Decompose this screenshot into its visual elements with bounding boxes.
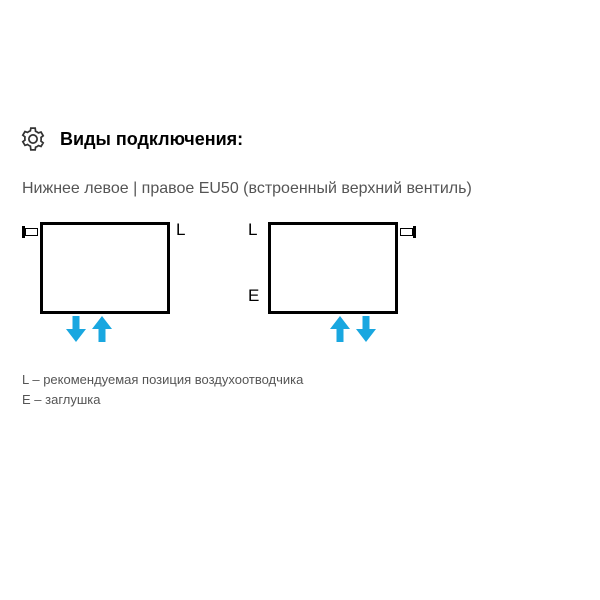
header-row: Виды подключения:: [20, 126, 580, 152]
diagram-right: LE: [244, 216, 422, 356]
gear-icon: [20, 126, 46, 152]
flow-arrow-up-icon: [92, 316, 112, 342]
flow-arrow-down-icon: [356, 316, 376, 342]
valve-icon: [22, 226, 38, 238]
subtitle: Нижнее левое | правое EU50 (встроенный в…: [22, 180, 580, 198]
legend: L – рекомендуемая позиция воздухоотводчи…: [22, 370, 580, 409]
content-region: Виды подключения: Нижнее левое | правое …: [0, 126, 600, 409]
port-label-L: L: [248, 220, 257, 240]
valve-icon: [400, 226, 416, 238]
port-label-E: E: [248, 286, 259, 306]
radiator-box: [40, 222, 170, 314]
flow-arrow-up-icon: [330, 316, 350, 342]
flow-arrow-down-icon: [66, 316, 86, 342]
port-label-L: L: [176, 220, 185, 240]
legend-line: L – рекомендуемая позиция воздухоотводчи…: [22, 370, 580, 390]
diagram-left: L: [22, 216, 200, 356]
diagrams-container: LLE: [22, 216, 580, 356]
section-title: Виды подключения:: [60, 129, 243, 150]
legend-line: E – заглушка: [22, 390, 580, 410]
radiator-box: [268, 222, 398, 314]
